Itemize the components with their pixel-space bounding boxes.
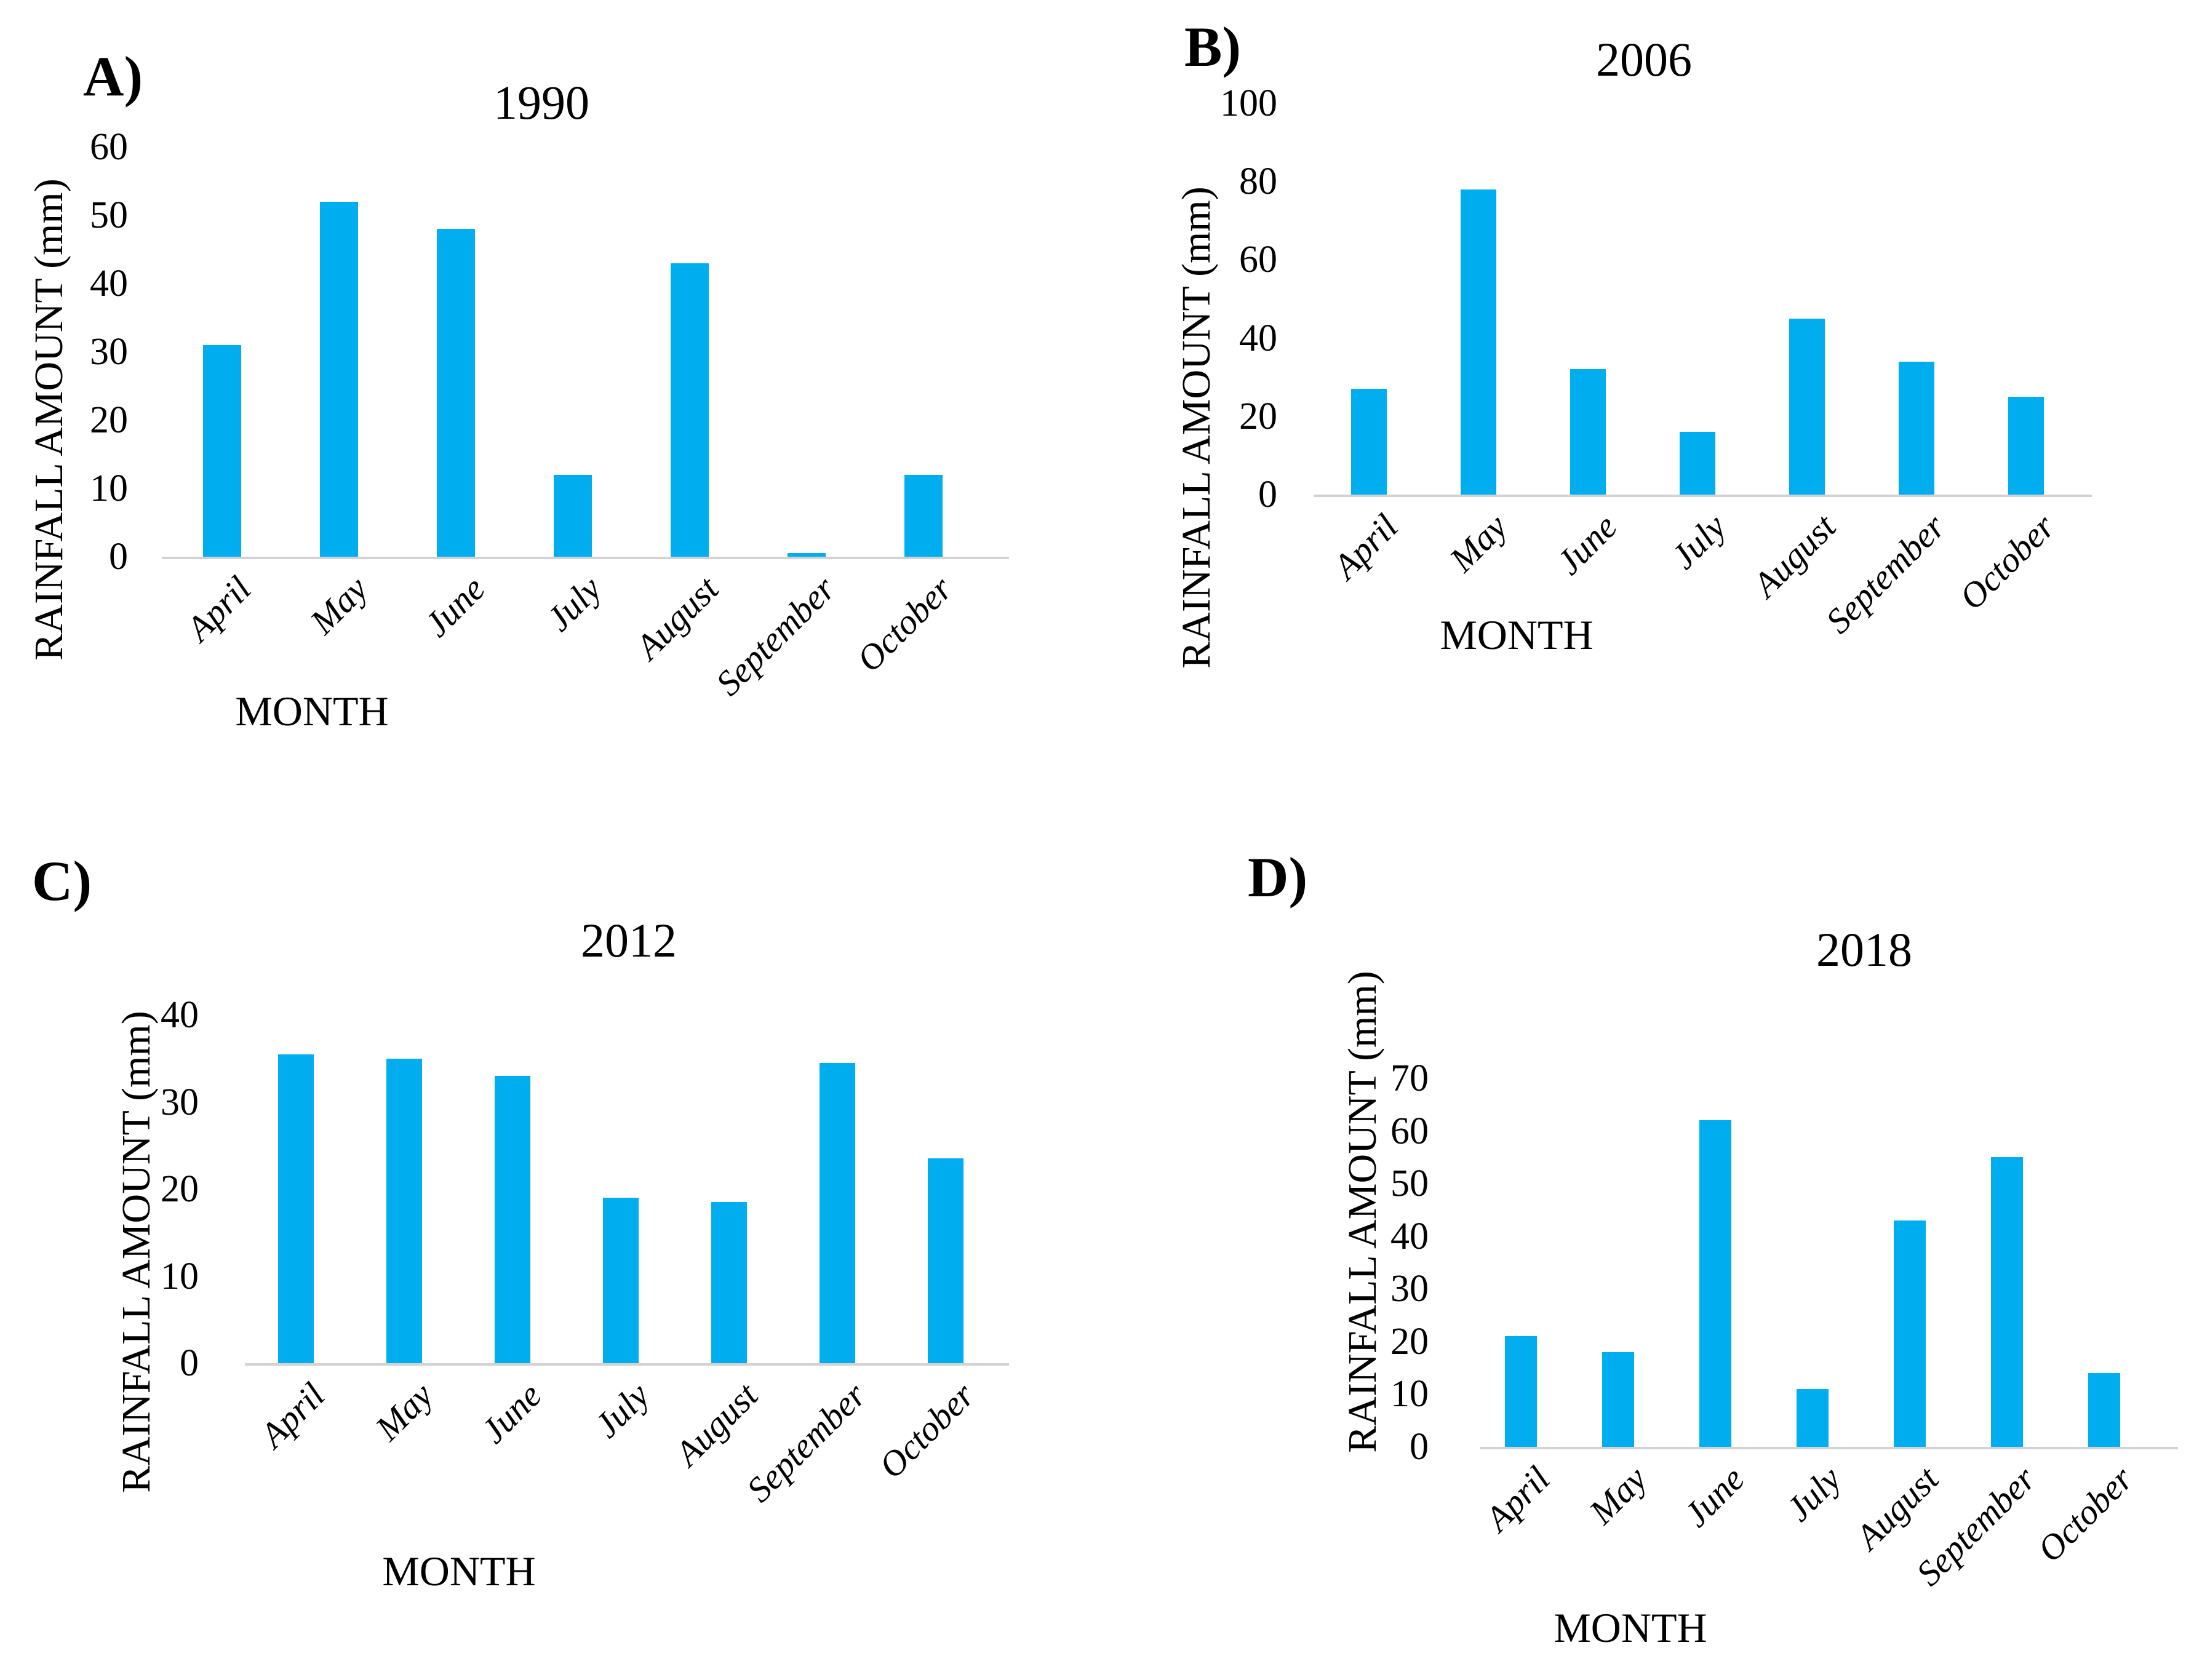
x-tick-label: May [1581, 1459, 1655, 1532]
bar-june [495, 1076, 530, 1363]
y-tick-label: 0 [1410, 1426, 1429, 1468]
x-tick-label: April [1477, 1459, 1558, 1539]
y-tick-label: 50 [1390, 1163, 1429, 1204]
y-tick-label: 60 [90, 126, 128, 168]
bar-september [1899, 362, 1934, 495]
x-axis-line [245, 1363, 1009, 1366]
x-axis-line [1480, 1447, 2178, 1449]
x-tick-label: August [1848, 1459, 1947, 1558]
bar-october [2088, 1373, 2120, 1447]
y-tick-label: 40 [1390, 1216, 1429, 1257]
y-tick-label: 10 [90, 468, 128, 509]
x-axis-title: MONTH [235, 688, 389, 735]
y-tick-label: 60 [1239, 239, 1277, 281]
panel-label-d: D) [1248, 846, 1308, 909]
bar-may [320, 202, 358, 557]
y-tick-label: 30 [90, 331, 128, 373]
x-axis-title: MONTH [1440, 611, 1594, 658]
bar-august [671, 263, 709, 557]
y-tick-label: 70 [1390, 1057, 1429, 1099]
chart-title-2006: 2006 [1596, 33, 1692, 86]
chart-title-2018: 2018 [1816, 923, 1912, 976]
panel-label-a: A) [83, 45, 143, 108]
bar-june [1570, 369, 1606, 495]
y-tick-label: 20 [1239, 396, 1277, 437]
panel-label-c: C) [32, 850, 92, 912]
y-tick-label: 20 [1390, 1321, 1429, 1363]
bar-october [904, 475, 943, 557]
y-tick-label: 50 [90, 194, 128, 236]
y-tick-label: 100 [1220, 82, 1277, 124]
bar-october [2008, 397, 2044, 495]
x-tick-label: October [2029, 1459, 2141, 1570]
bar-july [554, 475, 592, 557]
y-tick-label: 40 [161, 994, 199, 1036]
bar-june [437, 229, 475, 557]
bar-may [386, 1059, 422, 1363]
y-tick-label: 80 [1239, 161, 1277, 202]
bar-august [711, 1202, 747, 1363]
bar-september [1991, 1157, 2023, 1447]
bar-september [820, 1063, 855, 1363]
y-tick-label: 0 [109, 536, 128, 578]
y-tick-label: 20 [161, 1168, 199, 1210]
y-tick-label: 10 [1390, 1373, 1429, 1415]
bar-october [928, 1158, 963, 1363]
y-tick-label: 60 [1390, 1110, 1429, 1152]
chart-title-1990: 1990 [493, 76, 589, 129]
bar-may [1602, 1352, 1634, 1447]
bar-july [603, 1198, 639, 1363]
x-axis-title: MONTH [1554, 1604, 1707, 1651]
bar-may [1461, 189, 1496, 495]
chart-title-2012: 2012 [581, 914, 677, 967]
bar-july [1797, 1389, 1829, 1447]
bar-july [1680, 432, 1715, 495]
panel-label-b: B) [1184, 15, 1241, 78]
bar-april [1351, 389, 1387, 495]
bar-april [278, 1054, 314, 1363]
y-tick-label: 20 [90, 399, 128, 441]
y-tick-label: 0 [180, 1342, 199, 1384]
y-tick-label: 30 [161, 1081, 199, 1123]
y-tick-label: 40 [1239, 317, 1277, 359]
bar-june [1699, 1120, 1731, 1447]
y-tick-label: 0 [1258, 474, 1277, 516]
x-tick-label: June [1675, 1459, 1752, 1535]
bar-august [1789, 319, 1825, 495]
x-axis-line [162, 557, 1009, 559]
y-tick-label: 30 [1390, 1268, 1429, 1310]
x-axis-title: MONTH [382, 1548, 536, 1594]
bar-april [203, 345, 241, 557]
bar-april [1505, 1336, 1537, 1447]
y-tick-label: 10 [161, 1256, 199, 1297]
x-axis-line [1314, 495, 2092, 497]
bar-september [788, 553, 826, 557]
x-tick-label: July [1778, 1459, 1849, 1529]
y-tick-label: 40 [90, 263, 128, 305]
bar-august [1894, 1220, 1926, 1447]
